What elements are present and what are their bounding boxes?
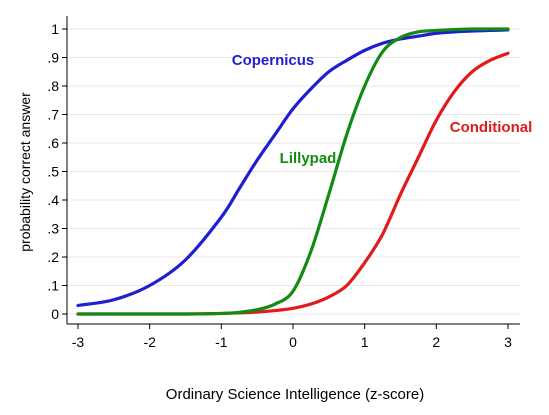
y-tick-label: .7 [47,107,59,123]
series-label-conditional: Conditional [450,119,533,136]
x-tick-label: 3 [504,334,512,350]
y-tick-label: 0 [51,306,59,322]
y-tick-label: 1 [51,21,59,37]
x-tick-label: -3 [72,334,85,350]
series-label-lillypad: Lillypad [280,150,337,167]
axis-ticks: 0 .1 .2 .3 .4 .5 .6 .7 .8 .9 1 -3 -2 -1 0 1 2 3 [47,21,512,350]
y-tick-label: .5 [47,164,59,180]
series-line-copernicus [76,28,510,308]
x-tick-label: -1 [215,334,228,350]
x-axis-title: Ordinary Science Intelligence (z-score) [166,386,424,403]
y-tick-label: .4 [47,192,59,208]
x-tick-label: 1 [361,334,369,350]
y-tick-label: .6 [47,135,59,151]
y-tick-label: .8 [47,78,59,94]
y-tick-label: .2 [47,249,59,265]
y-tick-label: .3 [47,221,59,237]
y-tick-label: .1 [47,278,59,294]
y-tick-label: .9 [47,50,59,66]
series-line-lillypad [76,27,510,316]
series-labels: Copernicus Lillypad Conditional [232,52,533,167]
y-axis-title: probability correct answer [17,92,33,252]
x-tick-label: -2 [143,334,156,350]
x-tick-label: 2 [432,334,440,350]
series-lines [76,27,510,316]
series-label-copernicus: Copernicus [232,52,315,69]
x-tick-label: 0 [289,334,297,350]
